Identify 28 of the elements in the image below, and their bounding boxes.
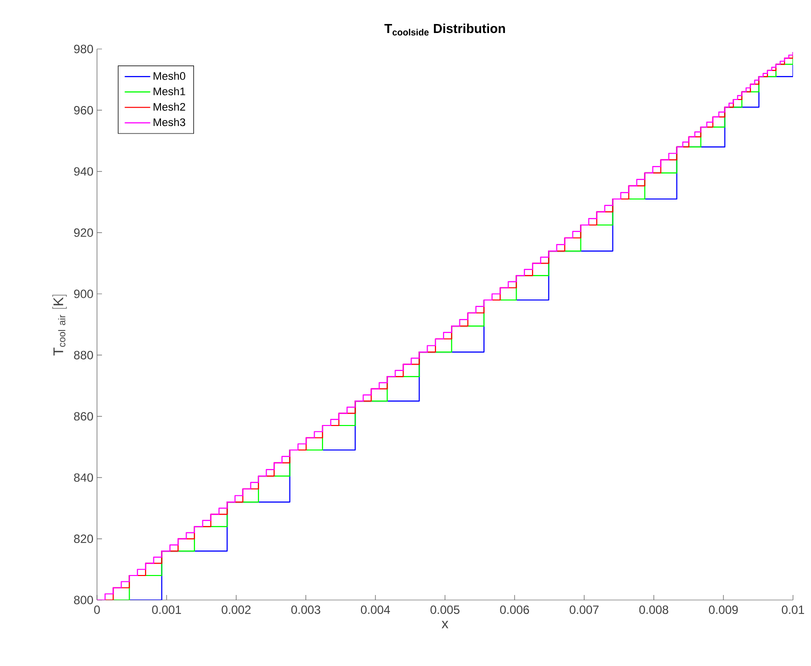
x-tick-label: 0.005: [430, 606, 460, 614]
x-tick-label: 0.01: [782, 606, 804, 614]
x-tick-label: 0.006: [500, 606, 530, 614]
x-tick-label: 0.007: [570, 606, 599, 614]
x-tick-label: 0.008: [639, 606, 668, 614]
y-tick-label: 840: [74, 473, 94, 482]
y-tick-label: 800: [74, 596, 94, 604]
y-tick-label: 920: [74, 228, 94, 237]
legend-label: Mesh2: [154, 102, 186, 111]
x-tick-label: 0.001: [152, 606, 181, 614]
y-tick-label: 940: [74, 167, 94, 176]
legend-label: Mesh0: [154, 72, 186, 80]
legend-label: Mesh3: [154, 118, 186, 126]
y-tick-label: 900: [74, 290, 94, 298]
y-axis-title: $\mathrm{T_{cool\ air}\ [K]}$: [52, 294, 67, 356]
y-tick-label: 960: [74, 106, 94, 114]
x-tick-label: 0.002: [222, 606, 251, 614]
x-tick-label: 0.009: [708, 606, 738, 614]
x-tick-label: 0.004: [360, 606, 390, 614]
y-tick-label: 860: [74, 412, 94, 421]
x-tick-label: 0: [94, 606, 100, 614]
legend-label: Mesh1: [154, 87, 186, 96]
chart-title: T$_{coolside}$ Distribution: [384, 24, 505, 36]
y-tick-label: 880: [74, 350, 94, 360]
x-tick-label: 0.003: [291, 606, 320, 614]
x-axis-title: x: [442, 620, 448, 628]
y-tick-label: 820: [74, 534, 94, 543]
y-tick-label: 980: [74, 44, 94, 54]
